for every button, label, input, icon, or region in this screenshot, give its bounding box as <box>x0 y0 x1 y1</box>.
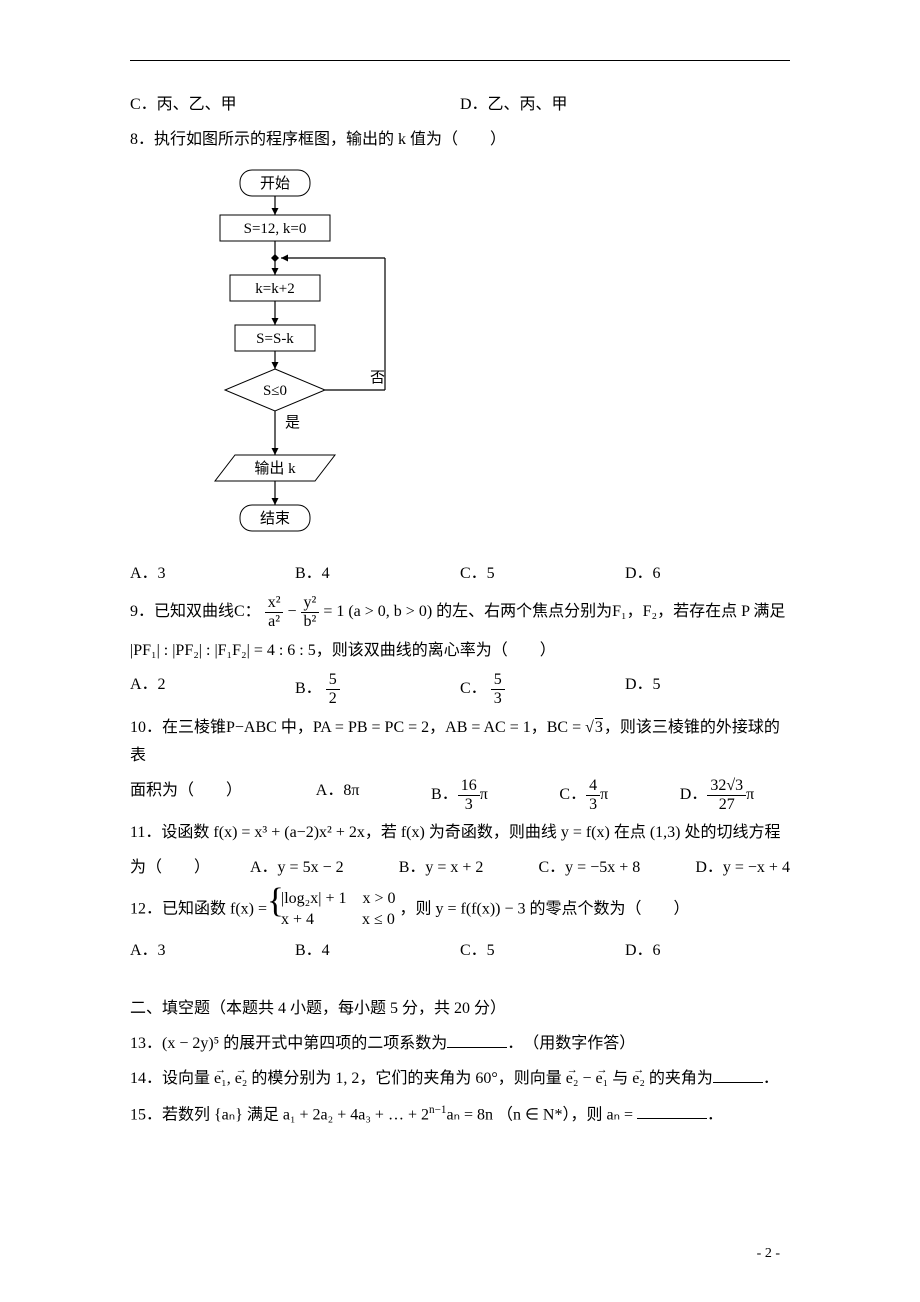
q9-options: A．2 B． 52 C． 53 D．5 <box>130 671 790 707</box>
svg-text:S≤0: S≤0 <box>263 383 287 399</box>
q12-opt-d: D．6 <box>625 937 790 966</box>
q10-line2: 面积为（ ） A．8π B．163π C．43π D．32√327π <box>130 777 790 813</box>
q9-stem-a: 9．已知双曲线C： <box>130 603 261 620</box>
q12-stem: 12．已知函数 f(x) = |log₂x| + 1 x > 0 x + 4 x… <box>130 889 790 931</box>
q11-stem-line1: 11．设函数 f(x) = x³ + (a−2)x² + 2x，若 f(x) 为… <box>130 819 790 848</box>
svg-text:S=12, k=0: S=12, k=0 <box>244 221 307 237</box>
vec-e1b: e₁ <box>596 1070 609 1087</box>
top-rule <box>130 60 790 61</box>
svg-text:否: 否 <box>370 370 385 386</box>
q12-opt-a: A．3 <box>130 937 295 966</box>
q11-options: A．y = 5x − 2 B．y = x + 2 C．y = −5x + 8 D… <box>250 854 790 883</box>
q8-stem: 8．执行如图所示的程序框图，输出的 k 值为（ ） <box>130 126 790 155</box>
q9-stem-line1: 9．已知双曲线C： x² a² − y² b² = 1 (a > 0, b > … <box>130 594 790 630</box>
flowchart-svg: 开始 S=12, k=0 k=k+2 S=S-k S≤0 输出 k 结束 否是 <box>150 165 390 545</box>
q11-opt-c: C．y = −5x + 8 <box>539 854 641 883</box>
q9-opt-d: D．5 <box>625 671 790 707</box>
q15-blank <box>637 1102 707 1119</box>
vec-e1: e₁ <box>214 1070 227 1087</box>
q13-blank <box>447 1031 507 1048</box>
q11-line2: 为（ ） A．y = 5x − 2 B．y = x + 2 C．y = −5x … <box>130 854 790 883</box>
svg-text:输出 k: 输出 k <box>254 460 296 477</box>
q11-opt-b: B．y = x + 2 <box>399 854 484 883</box>
q11-opt-d: D．y = −x + 4 <box>695 854 790 883</box>
q7-options-cd: C．丙、乙、甲 D．乙、丙、甲 <box>130 91 790 120</box>
q10-stem-c: 面积为（ ） <box>130 777 280 813</box>
svg-text:k=k+2: k=k+2 <box>255 281 294 297</box>
q14-blank <box>713 1066 763 1083</box>
q10-options: A．8π B．163π C．43π D．32√327π <box>280 777 790 813</box>
q10-stem-line1: 10．在三棱锥P−ABC 中，PA = PB = PC = 2，AB = AC … <box>130 714 790 772</box>
q8-options: A．3 B．4 C．5 D．6 <box>130 560 790 589</box>
svg-text:开始: 开始 <box>260 175 290 192</box>
section2-title: 二、填空题（本题共 4 小题，每小题 5 分，共 20 分） <box>130 995 790 1024</box>
q10-opt-b: B．163π <box>431 777 488 813</box>
vec-e2c: e₂ <box>632 1070 645 1087</box>
flowchart: 开始 S=12, k=0 k=k+2 S=S-k S≤0 输出 k 结束 否是 <box>150 165 790 550</box>
q15: 15．若数列 {aₙ} 满足 a₁ + 2a₂ + 4a₃ + … + 2n−1… <box>130 1100 790 1130</box>
svg-text:是: 是 <box>285 415 300 431</box>
q11-opt-a: A．y = 5x − 2 <box>250 854 344 883</box>
q9-stem-line2: |PF₁| : |PF₂| : |F₁F₂| = 4 : 6 : 5，则该双曲线… <box>130 637 790 666</box>
q10-opt-d: D．32√327π <box>680 777 754 813</box>
page-number: - 2 - <box>757 1246 780 1262</box>
q7-opt-d: D．乙、丙、甲 <box>460 91 790 120</box>
q9-opt-c: C． 53 <box>460 671 625 707</box>
q10-opt-c: C．43π <box>559 777 608 813</box>
q9-frac-x: x² a² <box>265 594 284 630</box>
q12-opt-b: B．4 <box>295 937 460 966</box>
q11-stem-b: 为（ ） <box>130 854 250 883</box>
q8-opt-a: A．3 <box>130 560 295 589</box>
q8-opt-d: D．6 <box>625 560 790 589</box>
q8-opt-c: C．5 <box>460 560 625 589</box>
q13: 13．(x − 2y)⁵ 的展开式中第四项的二项系数为． （用数字作答） <box>130 1030 790 1059</box>
minus: − <box>287 603 300 620</box>
svg-text:结束: 结束 <box>260 510 290 527</box>
vec-e2: e₂ <box>235 1070 248 1087</box>
q10-opt-a: A．8π <box>316 777 360 813</box>
q8-opt-b: B．4 <box>295 560 460 589</box>
q9-frac-y: y² b² <box>301 594 320 630</box>
q12-piecewise: |log₂x| + 1 x > 0 x + 4 x ≤ 0 <box>271 889 395 931</box>
q9-stem-b: = 1 (a > 0, b > 0) 的左、右两个焦点分别为F₁，F₂，若存在点… <box>323 603 785 620</box>
q12-options: A．3 B．4 C．5 D．6 <box>130 937 790 966</box>
vec-e2b: e₂ <box>566 1070 579 1087</box>
q14: 14．设向量 e₁, e₂ 的模分别为 1, 2，它们的夹角为 60°，则向量 … <box>130 1065 790 1094</box>
q7-opt-c: C．丙、乙、甲 <box>130 91 460 120</box>
q12-opt-c: C．5 <box>460 937 625 966</box>
q9-opt-a: A．2 <box>130 671 295 707</box>
q9-opt-b: B． 52 <box>295 671 460 707</box>
svg-text:S=S-k: S=S-k <box>256 331 294 347</box>
